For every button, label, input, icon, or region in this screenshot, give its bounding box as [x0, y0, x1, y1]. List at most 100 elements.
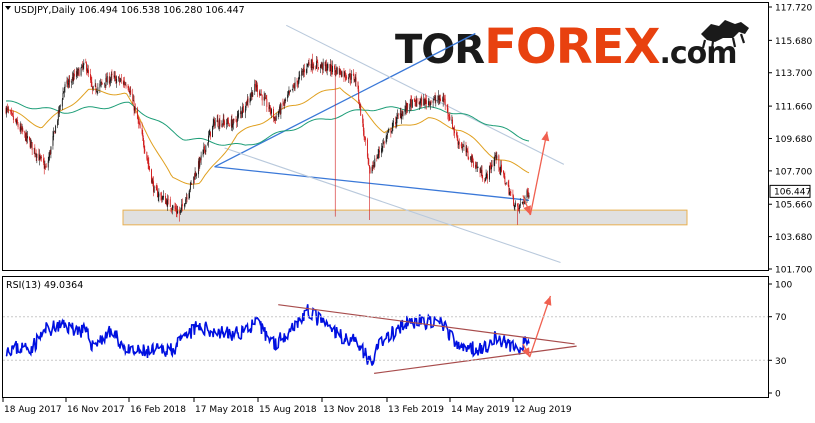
rsi-series [5, 304, 530, 366]
candle [238, 109, 240, 119]
candle [334, 64, 335, 76]
candle [163, 190, 165, 201]
date-tick-label: 15 Aug 2018 [259, 405, 317, 415]
candle [185, 192, 187, 205]
price-arrow-2[interactable] [529, 131, 550, 216]
candle [470, 156, 472, 163]
candle [327, 62, 329, 71]
candle [317, 59, 319, 72]
candle [425, 93, 427, 105]
candle [22, 126, 24, 135]
candle [77, 67, 79, 79]
candle [78, 67, 80, 77]
candle [437, 95, 439, 104]
rsi-tick-label: 70 [775, 313, 787, 323]
candle [373, 162, 375, 170]
candle [519, 204, 521, 214]
candle [129, 86, 131, 97]
candle [115, 75, 117, 84]
candle [350, 70, 352, 84]
candle [326, 59, 327, 74]
candle [275, 112, 277, 121]
candle [100, 81, 102, 88]
candle [411, 95, 413, 111]
price-panel-frame[interactable] [2, 2, 769, 271]
candle [194, 167, 196, 180]
candle [311, 58, 313, 71]
candle [429, 100, 431, 110]
candle [153, 185, 155, 193]
candle [49, 149, 51, 156]
candle [142, 129, 144, 142]
rsi-arrow-2[interactable] [529, 295, 552, 358]
candle [299, 70, 301, 80]
candle [316, 56, 318, 63]
date-tick-label: 16 Feb 2018 [130, 405, 186, 415]
candle [106, 72, 108, 82]
candle [388, 127, 390, 133]
candle [181, 198, 183, 212]
candle [134, 103, 136, 114]
candle [114, 71, 116, 82]
candle [221, 120, 223, 128]
support-zone[interactable] [122, 209, 688, 226]
candle [503, 170, 504, 178]
candle [366, 137, 368, 159]
rsi-trendline-1[interactable] [278, 304, 575, 345]
channel-line-1[interactable] [286, 24, 565, 165]
candle [242, 102, 244, 118]
candle [442, 92, 444, 107]
candle [236, 111, 238, 127]
candle [522, 201, 524, 205]
rsi-arrow-1[interactable] [522, 343, 531, 358]
price-tick-label: 103.680 [775, 233, 812, 243]
candle [109, 76, 111, 85]
candle [39, 149, 40, 166]
candle [255, 80, 257, 92]
candle [241, 107, 243, 118]
candle [167, 195, 169, 205]
trendline-1[interactable] [214, 166, 530, 201]
candle [278, 109, 280, 117]
candle [49, 150, 51, 161]
channel-line-2[interactable] [224, 147, 561, 263]
candle [75, 67, 77, 80]
candle [433, 96, 435, 101]
candle [307, 59, 309, 68]
candle [405, 100, 407, 115]
candle [50, 146, 52, 159]
candle [348, 73, 350, 78]
candle [285, 97, 287, 104]
candle [36, 153, 38, 164]
date-tick-label: 12 Aug 2019 [514, 405, 572, 415]
candle [232, 119, 234, 132]
candle [147, 155, 148, 164]
candle [16, 118, 18, 126]
candle [406, 102, 408, 114]
trendline-2[interactable] [214, 32, 476, 168]
candle [96, 88, 97, 93]
candle [331, 65, 333, 77]
candle [202, 149, 204, 158]
candle [320, 62, 322, 69]
candle [124, 76, 126, 89]
candle [439, 94, 441, 105]
candle [149, 165, 150, 172]
candle [526, 188, 528, 203]
logo-tor: TOR [395, 27, 484, 73]
candle [421, 94, 423, 108]
rsi-panel-frame[interactable] [2, 276, 769, 398]
candle [514, 202, 516, 211]
candle [288, 86, 290, 95]
rsi-trendline-2[interactable] [374, 345, 577, 374]
candle [58, 110, 60, 114]
price-arrow-1[interactable] [522, 195, 531, 216]
candle [118, 74, 120, 86]
candle [212, 125, 213, 138]
candle [120, 74, 122, 84]
candle [59, 105, 61, 117]
candle [88, 65, 89, 78]
candle [214, 118, 216, 129]
candle [481, 165, 483, 179]
candle [104, 84, 106, 91]
